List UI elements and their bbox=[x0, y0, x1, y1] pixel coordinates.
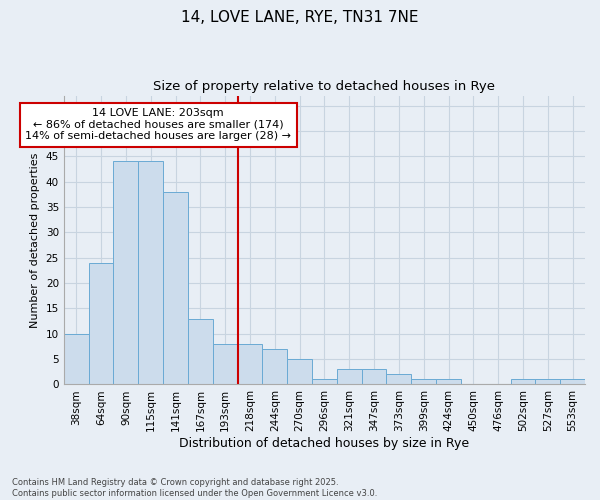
Title: Size of property relative to detached houses in Rye: Size of property relative to detached ho… bbox=[154, 80, 496, 93]
Bar bbox=[362, 370, 386, 384]
X-axis label: Distribution of detached houses by size in Rye: Distribution of detached houses by size … bbox=[179, 437, 469, 450]
Bar bbox=[89, 263, 113, 384]
Bar bbox=[386, 374, 411, 384]
Bar bbox=[262, 349, 287, 384]
Bar bbox=[139, 162, 163, 384]
Bar bbox=[535, 380, 560, 384]
Text: 14 LOVE LANE: 203sqm
← 86% of detached houses are smaller (174)
14% of semi-deta: 14 LOVE LANE: 203sqm ← 86% of detached h… bbox=[25, 108, 291, 142]
Bar bbox=[188, 318, 213, 384]
Bar bbox=[560, 380, 585, 384]
Text: 14, LOVE LANE, RYE, TN31 7NE: 14, LOVE LANE, RYE, TN31 7NE bbox=[181, 10, 419, 25]
Bar bbox=[287, 359, 312, 384]
Bar bbox=[238, 344, 262, 385]
Bar bbox=[312, 380, 337, 384]
Bar bbox=[213, 344, 238, 385]
Bar bbox=[511, 380, 535, 384]
Bar bbox=[436, 380, 461, 384]
Text: Contains HM Land Registry data © Crown copyright and database right 2025.
Contai: Contains HM Land Registry data © Crown c… bbox=[12, 478, 377, 498]
Bar bbox=[64, 334, 89, 384]
Y-axis label: Number of detached properties: Number of detached properties bbox=[30, 152, 40, 328]
Bar bbox=[163, 192, 188, 384]
Bar bbox=[411, 380, 436, 384]
Bar bbox=[113, 162, 139, 384]
Bar bbox=[337, 370, 362, 384]
